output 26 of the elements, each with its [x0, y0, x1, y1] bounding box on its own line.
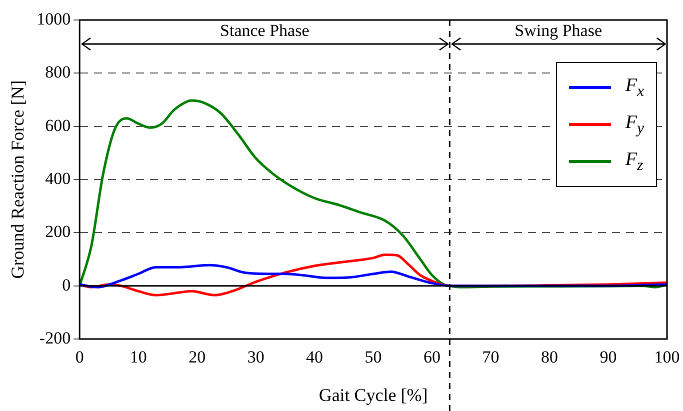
- legend-label: F$_{y}$: [625, 112, 644, 138]
- x-tick-label: 90: [600, 348, 617, 367]
- y-tick-label: 1000: [36, 9, 71, 28]
- y-tick-label: 800: [45, 62, 71, 82]
- x-tick-label: 10: [130, 348, 147, 367]
- x-tick-label: 70: [482, 348, 500, 367]
- annotation: Swing Phase: [514, 20, 602, 40]
- y-tick-label: 400: [45, 168, 71, 188]
- x-tick-label: 50: [364, 348, 382, 367]
- y-tick-label: 200: [45, 222, 71, 242]
- legend-label: F$_{z}$: [625, 148, 644, 174]
- annotation: Stance Phase: [220, 20, 310, 40]
- x-axis-title: Gait Cycle [%]: [318, 384, 428, 405]
- line-series: [80, 264, 667, 288]
- x-tick-label: 0: [75, 348, 84, 367]
- x-tick-label: 80: [541, 348, 558, 367]
- y-tick-label: 600: [45, 116, 71, 135]
- y-tick-label: 0: [62, 275, 71, 294]
- x-tick-label: 20: [188, 348, 206, 367]
- y-axis-title: Ground Reaction Force [N]: [8, 80, 28, 279]
- x-tick-label: 40: [306, 348, 324, 367]
- x-tick-label: 100: [654, 348, 680, 367]
- legend-label: F$_{x}$: [625, 74, 644, 100]
- x-tick-label: 60: [424, 348, 441, 367]
- y-tick-label: -200: [39, 328, 71, 348]
- x-tick-label: 30: [247, 348, 264, 367]
